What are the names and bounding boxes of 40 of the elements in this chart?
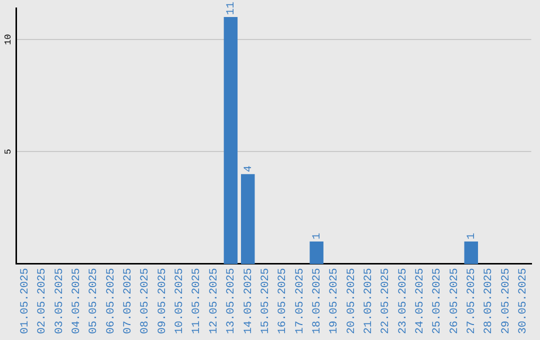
x-tick-label: 08.05.2025 <box>140 268 152 334</box>
bar <box>310 242 324 264</box>
x-tick-label: 12.05.2025 <box>208 268 220 334</box>
x-tick-label: 23.05.2025 <box>397 268 410 334</box>
y-tick-label: 5 <box>3 149 14 154</box>
x-tick-label: 09.05.2025 <box>156 268 169 334</box>
x-tick-label: 20.05.2025 <box>346 268 358 334</box>
y-tick-label: 10 <box>3 34 14 45</box>
bar <box>240 174 255 264</box>
x-tick-label: 19.05.2025 <box>328 268 341 334</box>
x-tick-label: 17.05.2025 <box>294 268 306 334</box>
x-tick-label: 13.05.2025 <box>226 268 238 334</box>
x-tick-label: 03.05.2025 <box>54 268 66 334</box>
data-label: 11 <box>226 1 238 15</box>
x-tick-label: 27.05.2025 <box>466 268 478 334</box>
x-tick-label: 10.05.2025 <box>174 268 186 334</box>
x-tick-label: 30.05.2025 <box>518 268 530 334</box>
x-tick-label: 07.05.2025 <box>122 268 135 334</box>
x-tick-label: 16.05.2025 <box>277 268 290 334</box>
x-tick-label: 18.05.2025 <box>311 268 324 334</box>
x-tick-label: 11.05.2025 <box>191 268 204 334</box>
x-tick-label: 01.05.2025 <box>19 268 32 334</box>
data-label: 1 <box>466 232 478 240</box>
x-tick-label: 14.05.2025 <box>242 268 255 334</box>
bar <box>224 16 238 264</box>
bar <box>464 242 478 264</box>
x-tick-label: 24.05.2025 <box>414 268 427 334</box>
x-tick-label: 06.05.2025 <box>105 268 118 334</box>
data-label: 4 <box>242 165 255 172</box>
x-tick-label: 05.05.2025 <box>88 268 100 334</box>
x-tick-label: 22.05.2025 <box>380 268 392 334</box>
x-tick-label: 04.05.2025 <box>71 268 84 334</box>
x-tick-label: 25.05.2025 <box>432 268 444 334</box>
x-tick-label: 21.05.2025 <box>362 268 375 334</box>
x-tick-label: 29.05.2025 <box>500 268 512 334</box>
data-label: 1 <box>311 232 324 240</box>
x-tick-label: 26.05.2025 <box>448 268 461 334</box>
x-tick-label: 15.05.2025 <box>260 268 272 334</box>
x-tick-label: 02.05.2025 <box>36 268 49 334</box>
x-tick-label: 28.05.2025 <box>483 268 496 334</box>
